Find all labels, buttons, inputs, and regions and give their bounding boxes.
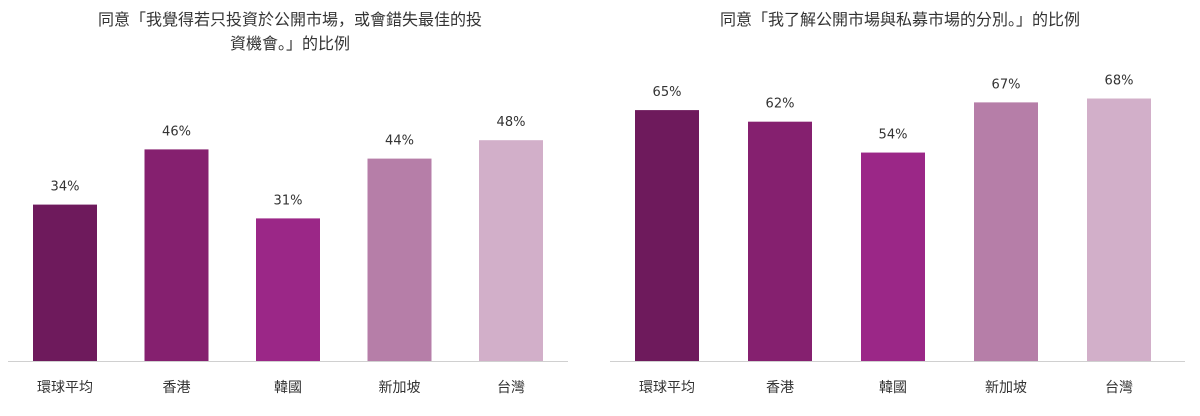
category-label: 環球平均 <box>37 380 93 396</box>
category-label: 新加坡 <box>379 380 421 396</box>
bar-3 <box>861 152 925 361</box>
chart-title: 同意「我了解公開市場與私募市場的分別。」的比例 <box>719 10 1080 29</box>
data-label: 62% <box>766 97 795 112</box>
category-label: 香港 <box>163 380 191 396</box>
data-label: 68% <box>1105 74 1134 89</box>
data-label: 46% <box>162 124 191 139</box>
category-label: 台灣 <box>497 380 525 396</box>
chart-right: 同意「我了解公開市場與私募市場的分別。」的比例 65% 環球平均 62% 香港 54% 韓… <box>600 0 1200 416</box>
bar-2 <box>144 149 209 361</box>
data-label: 31% <box>274 193 303 208</box>
bar-5 <box>1087 98 1151 362</box>
category-label: 韓國 <box>879 380 907 396</box>
bar-4 <box>367 158 432 361</box>
bar-2 <box>748 121 812 362</box>
chart-left-plot: 34% 環球平均 46% 香港 31% 韓國 44% 新加坡 48% 台灣 <box>8 115 568 396</box>
data-label: 67% <box>992 77 1021 92</box>
chart-right-plot: 65% 環球平均 62% 香港 54% 韓國 67% 新加坡 68% 台灣 <box>610 74 1185 396</box>
category-label: 台灣 <box>1105 380 1133 396</box>
category-label: 環球平均 <box>639 380 695 396</box>
chart-left: 同意「我覺得若只投資於公開市場，或會錯失最佳的投 資機會。」的比例 34% 環球平… <box>0 0 580 416</box>
data-label: 44% <box>385 134 414 149</box>
bar-4 <box>974 102 1038 361</box>
data-label: 34% <box>51 180 80 195</box>
category-label: 韓國 <box>274 380 302 396</box>
data-label: 48% <box>497 115 526 130</box>
bar-5 <box>479 140 543 361</box>
category-label: 香港 <box>766 380 794 396</box>
category-label: 新加坡 <box>985 380 1027 396</box>
bar-1 <box>635 110 699 361</box>
bar-1 <box>33 204 97 361</box>
bar-3 <box>256 218 320 361</box>
data-label: 65% <box>653 85 682 100</box>
chart-title: 同意「我覺得若只投資於公開市場，或會錯失最佳的投 資機會。」的比例 <box>97 10 482 53</box>
data-label: 54% <box>879 128 908 143</box>
